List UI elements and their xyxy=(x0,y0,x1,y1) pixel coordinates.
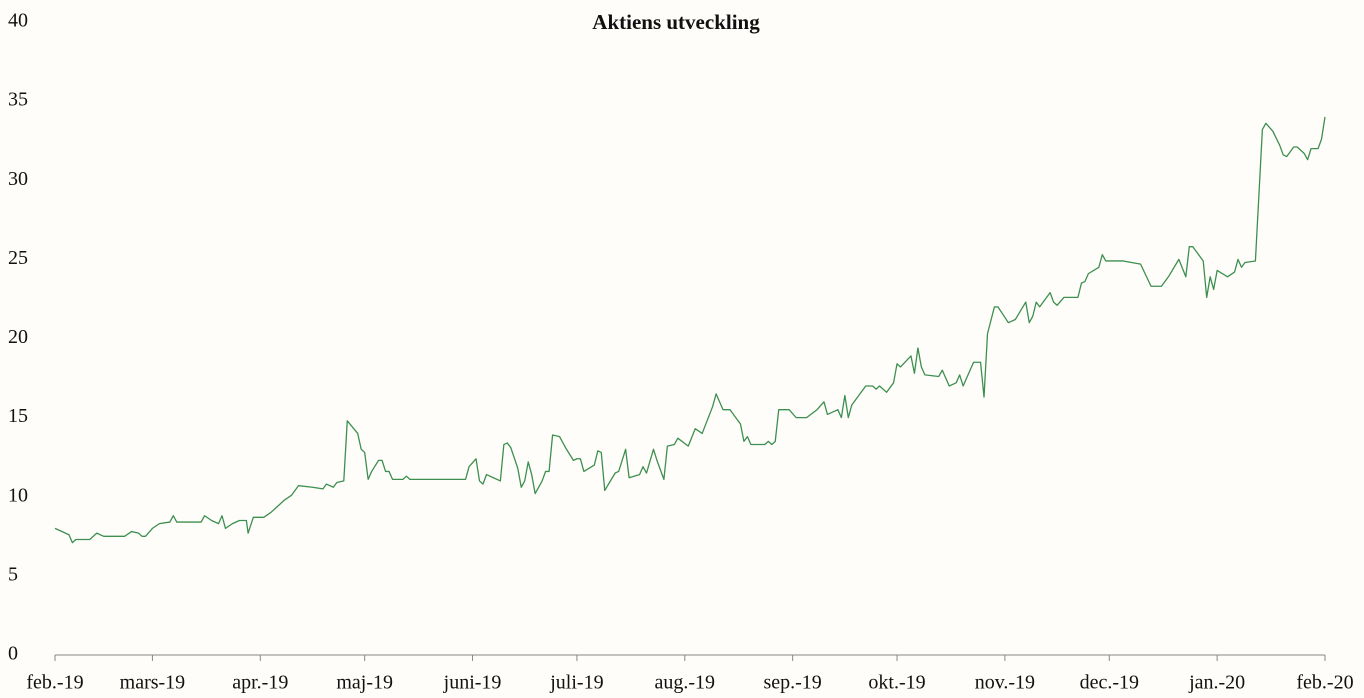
y-tick-label: 35 xyxy=(8,89,28,111)
y-tick-label: 40 xyxy=(8,10,28,32)
x-tick-label: jan.-20 xyxy=(1188,672,1245,694)
y-tick-label: 0 xyxy=(8,643,18,665)
x-tick-label: nov.-19 xyxy=(975,672,1035,694)
x-tick-label: mars-19 xyxy=(120,672,186,694)
x-tick-label: feb.-20 xyxy=(1296,672,1353,694)
x-tick-label: apr.-19 xyxy=(232,672,288,694)
x-tick-label: juni-19 xyxy=(443,672,502,694)
x-tick-label: sep.-19 xyxy=(763,672,821,694)
x-tick-label: dec.-19 xyxy=(1080,672,1139,694)
x-tick-label: juli-19 xyxy=(549,672,603,694)
chart-title: Aktiens utveckling xyxy=(592,10,760,34)
x-tick-label: aug.-19 xyxy=(655,672,716,694)
x-tick-label: maj-19 xyxy=(336,672,393,694)
x-tick-label: okt.-19 xyxy=(868,672,925,694)
y-tick-label: 10 xyxy=(8,484,28,506)
y-tick-label: 20 xyxy=(8,326,28,348)
y-tick-label: 5 xyxy=(8,563,18,585)
y-tick-label: 15 xyxy=(8,405,28,427)
price-line xyxy=(54,116,1326,544)
y-tick-label: 25 xyxy=(8,247,28,269)
y-tick-label: 30 xyxy=(8,168,28,190)
x-tick-label: feb.-19 xyxy=(26,672,83,694)
